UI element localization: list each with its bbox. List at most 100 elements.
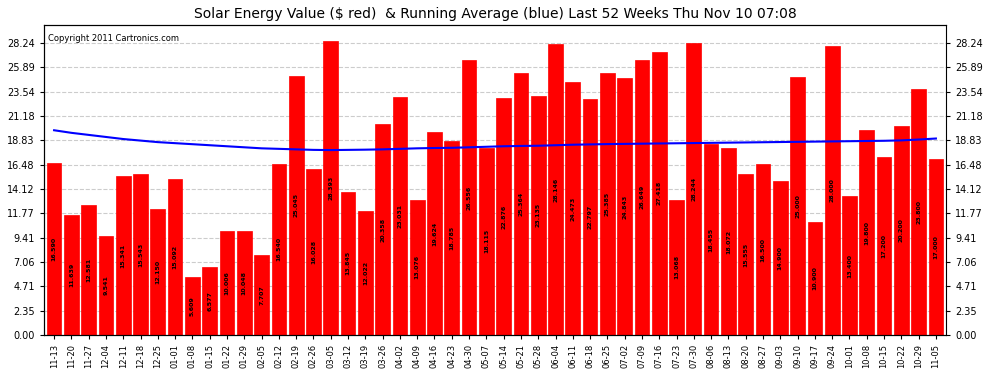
Bar <box>289 76 304 335</box>
Bar <box>739 174 753 335</box>
Text: 15.543: 15.543 <box>138 242 143 267</box>
Text: 12.150: 12.150 <box>155 260 160 284</box>
Bar <box>150 209 165 335</box>
Bar <box>669 200 684 335</box>
Text: 19.624: 19.624 <box>432 221 437 246</box>
Bar <box>341 192 355 335</box>
Bar <box>64 214 79 335</box>
Bar <box>531 96 545 335</box>
Bar <box>842 196 856 335</box>
Text: 17.000: 17.000 <box>934 235 939 259</box>
Bar <box>358 211 372 335</box>
Bar <box>202 267 217 335</box>
Bar <box>565 82 580 335</box>
Text: 13.076: 13.076 <box>415 255 420 279</box>
Bar <box>548 44 563 335</box>
Bar <box>220 231 235 335</box>
Text: 25.385: 25.385 <box>605 192 610 216</box>
Bar <box>618 78 632 335</box>
Text: 9.541: 9.541 <box>104 276 109 296</box>
Text: 25.000: 25.000 <box>795 194 800 217</box>
Text: 7.707: 7.707 <box>259 285 264 305</box>
Bar <box>479 148 494 335</box>
Text: 20.358: 20.358 <box>380 217 385 242</box>
Text: 25.045: 25.045 <box>294 194 299 217</box>
Bar <box>686 43 701 335</box>
Text: 25.364: 25.364 <box>519 192 524 216</box>
Text: 27.418: 27.418 <box>656 181 661 205</box>
Bar <box>410 200 425 335</box>
Bar <box>237 231 251 335</box>
Bar <box>911 89 926 335</box>
Bar <box>427 132 442 335</box>
Bar <box>514 73 529 335</box>
Text: 24.473: 24.473 <box>570 196 575 220</box>
Bar <box>116 176 131 335</box>
Text: 14.900: 14.900 <box>778 246 783 270</box>
Bar <box>99 236 113 335</box>
Bar <box>167 179 182 335</box>
Text: Copyright 2011 Cartronics.com: Copyright 2011 Cartronics.com <box>49 34 179 43</box>
Text: 18.785: 18.785 <box>449 226 454 250</box>
Bar <box>81 205 96 335</box>
Text: 13.068: 13.068 <box>674 255 679 279</box>
Text: 12.022: 12.022 <box>362 261 368 285</box>
Text: 26.556: 26.556 <box>466 186 471 210</box>
Text: 28.146: 28.146 <box>553 177 558 201</box>
Text: 11.639: 11.639 <box>69 262 74 287</box>
Text: 13.845: 13.845 <box>346 251 350 275</box>
Text: 15.341: 15.341 <box>121 243 126 268</box>
Bar <box>635 60 649 335</box>
Text: 22.876: 22.876 <box>501 204 506 229</box>
Text: 18.455: 18.455 <box>709 227 714 252</box>
Text: 10.006: 10.006 <box>225 271 230 295</box>
Text: 28.393: 28.393 <box>329 176 334 200</box>
Bar <box>583 99 597 335</box>
Text: 24.843: 24.843 <box>622 194 628 219</box>
Bar <box>808 222 823 335</box>
Text: 12.581: 12.581 <box>86 258 91 282</box>
Text: 26.649: 26.649 <box>640 185 644 209</box>
Text: 18.072: 18.072 <box>726 230 731 254</box>
Bar <box>375 124 390 335</box>
Text: 15.092: 15.092 <box>172 245 177 269</box>
Bar <box>306 169 321 335</box>
Text: 23.031: 23.031 <box>397 204 402 228</box>
Bar <box>496 99 511 335</box>
Bar <box>929 159 943 335</box>
Text: 23.800: 23.800 <box>916 200 921 224</box>
Text: 6.577: 6.577 <box>207 291 212 311</box>
Text: 5.609: 5.609 <box>190 296 195 316</box>
Bar <box>461 60 476 335</box>
Text: 28.244: 28.244 <box>691 177 696 201</box>
Bar <box>825 45 840 335</box>
Text: 16.540: 16.540 <box>276 237 281 261</box>
Bar <box>47 164 61 335</box>
Bar <box>721 148 736 335</box>
Text: 16.590: 16.590 <box>51 237 56 261</box>
Text: 23.135: 23.135 <box>536 203 541 227</box>
Text: 13.400: 13.400 <box>847 254 852 278</box>
Text: 22.797: 22.797 <box>588 205 593 229</box>
Bar <box>393 97 407 335</box>
Text: 18.115: 18.115 <box>484 229 489 254</box>
Text: 28.000: 28.000 <box>830 178 835 202</box>
Text: 15.555: 15.555 <box>743 242 748 267</box>
Bar <box>254 255 269 335</box>
Bar <box>790 76 805 335</box>
Bar <box>271 164 286 335</box>
Bar <box>185 277 200 335</box>
Text: 10.900: 10.900 <box>813 267 818 290</box>
Bar <box>755 164 770 335</box>
Bar <box>859 130 874 335</box>
Bar <box>877 157 891 335</box>
Bar <box>445 141 459 335</box>
Text: 10.048: 10.048 <box>242 271 247 295</box>
Title: Solar Energy Value ($ red)  & Running Average (blue) Last 52 Weeks Thu Nov 10 07: Solar Energy Value ($ red) & Running Ave… <box>194 7 796 21</box>
Text: 20.200: 20.200 <box>899 219 904 242</box>
Bar <box>134 174 148 335</box>
Bar <box>704 144 719 335</box>
Text: 16.028: 16.028 <box>311 240 316 264</box>
Bar <box>324 42 339 335</box>
Bar <box>651 51 666 335</box>
